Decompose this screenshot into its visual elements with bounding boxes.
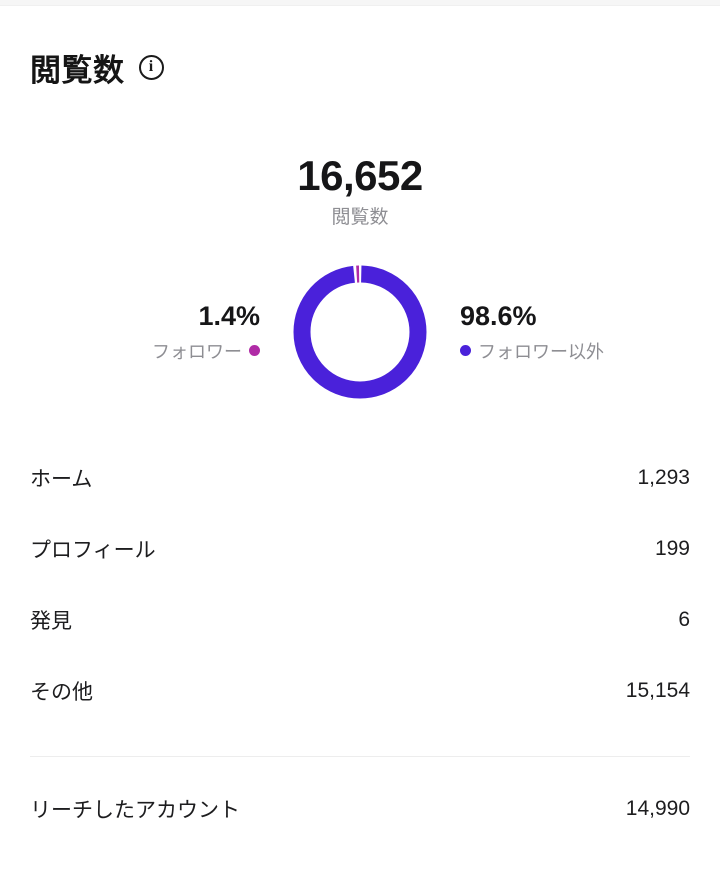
table-row: ホーム 1,293 (0, 442, 720, 513)
accounts-reached-label: リーチしたアカウント (30, 799, 240, 822)
followers-percent: 1.4% (198, 300, 260, 331)
non-followers-label-row: フォロワー以外 (460, 338, 604, 364)
table-row: プロフィール 199 (0, 513, 720, 584)
row-value-profile: 199 (654, 536, 690, 560)
row-label-explore: 発見 (30, 609, 72, 633)
views-total-label: 閲覧数 (331, 207, 389, 228)
legend-followers: 1.4% フォロワー (0, 301, 290, 364)
row-value-other: 15,154 (625, 678, 690, 702)
non-followers-dot-icon (460, 345, 471, 356)
legend-non-followers: 98.6% フォロワー以外 (430, 301, 720, 364)
donut-chart-section: 1.4% フォロワー 98.6% フォロワー以外 (0, 262, 720, 402)
row-value-explore: 6 (678, 607, 690, 631)
page-title: 閲覧数 (30, 52, 125, 88)
divider (30, 756, 690, 757)
table-row: その他 15,154 (0, 655, 720, 726)
row-value-home: 1,293 (637, 465, 690, 489)
table-row: 発見 6 (0, 584, 720, 655)
section-header: 閲覧数 i (30, 46, 690, 88)
non-followers-percent: 98.6% (460, 300, 537, 331)
views-breakdown-list: ホーム 1,293 プロフィール 199 発見 6 その他 15,154 (0, 442, 720, 726)
info-icon[interactable]: i (138, 54, 164, 80)
accounts-reached-row: リーチしたアカウント 14,990 (0, 773, 720, 845)
views-summary: 16,652 閲覧数 (0, 152, 720, 230)
row-label-profile: プロフィール (30, 538, 156, 562)
row-label-home: ホーム (30, 467, 93, 491)
donut-chart (290, 262, 430, 402)
section-divider-strip (0, 0, 720, 6)
followers-dot-icon (249, 345, 260, 356)
row-label-other: その他 (30, 680, 93, 704)
accounts-reached-value: 14,990 (625, 797, 690, 820)
non-followers-label: フォロワー以外 (478, 341, 604, 362)
followers-label: フォロワー (152, 341, 242, 362)
views-total: 16,652 (297, 152, 423, 199)
followers-label-row: フォロワー (152, 338, 260, 364)
donut-chart-svg (293, 265, 427, 399)
